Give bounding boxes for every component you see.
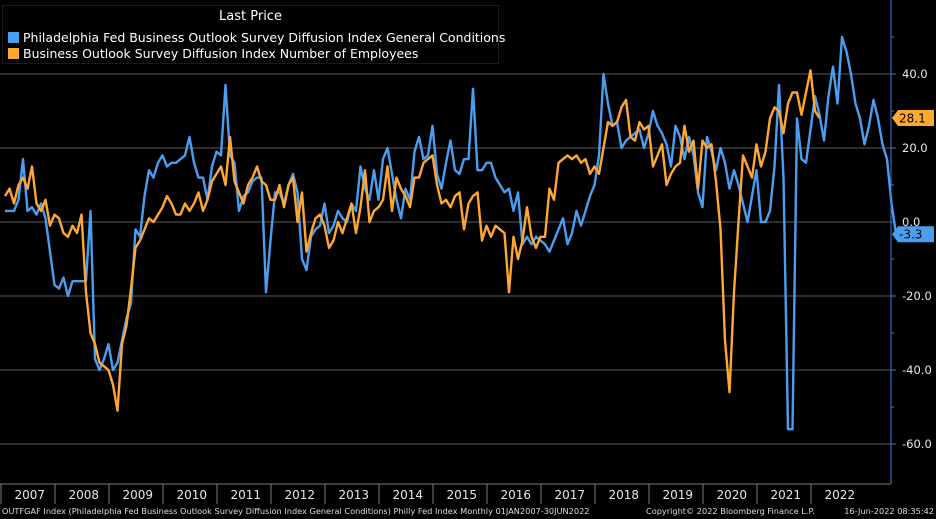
footer-timestamp: 16-Jun-2022 08:35:42 xyxy=(844,506,934,516)
y-tick-label: -60.0 xyxy=(902,437,932,451)
y-tick-label: 40.0 xyxy=(902,67,928,81)
y-tick-label: -40.0 xyxy=(902,363,932,377)
series-line-general-conditions xyxy=(5,35,898,431)
x-tick-label: 2017 xyxy=(554,488,585,502)
x-tick-label: 2020 xyxy=(716,488,747,502)
y-tick-label: -20.0 xyxy=(902,289,932,303)
legend: Last Price Philadelphia Fed Business Out… xyxy=(2,5,505,64)
legend-label: Philadelphia Fed Business Outlook Survey… xyxy=(23,30,506,45)
legend-label: Business Outlook Survey Diffusion Index … xyxy=(23,46,419,61)
x-tick-label: 2014 xyxy=(392,488,423,502)
legend-swatch xyxy=(8,32,19,43)
last-value-text: -3.3 xyxy=(899,228,922,242)
x-tick-label: 2018 xyxy=(608,488,639,502)
legend-item-general-conditions: Philadelphia Fed Business Outlook Survey… xyxy=(8,30,505,45)
footer: OUTFGAF Index (Philadelphia Fed Business… xyxy=(0,504,936,519)
x-tick-label: 2022 xyxy=(824,488,855,502)
last-value-badge xyxy=(892,110,934,127)
x-tick-label: 2019 xyxy=(662,488,693,502)
last-value-labels: 28.1 -3.3 xyxy=(892,110,934,243)
x-tick-label: 2009 xyxy=(122,488,153,502)
legend-title: Last Price xyxy=(219,9,282,24)
y-tick-label: 20.0 xyxy=(902,141,928,155)
x-tick-label: 2016 xyxy=(500,488,531,502)
chart-background xyxy=(0,0,936,504)
x-tick-label: 2021 xyxy=(770,488,801,502)
last-value-badge xyxy=(892,226,934,243)
x-axis: 2007 2008 2009 2010 2011 2012 2013 2014 2015 2016… xyxy=(0,484,855,504)
x-tick-label: 2012 xyxy=(284,488,315,502)
legend-item-number-of-employees: Business Outlook Survey Diffusion Index … xyxy=(8,46,418,61)
legend-swatch xyxy=(8,48,19,59)
x-axis-band xyxy=(0,484,891,504)
last-value-text: 28.1 xyxy=(899,112,926,126)
x-tick-label: 2011 xyxy=(230,488,261,502)
y-tick-label: 0.0 xyxy=(902,215,920,229)
x-tick-label: 2007 xyxy=(14,488,45,502)
footer-source: OUTFGAF Index (Philadelphia Fed Business… xyxy=(2,506,590,516)
x-tick-label: 2013 xyxy=(338,488,369,502)
series-line-number-of-employees xyxy=(3,69,821,412)
series-layer xyxy=(3,35,898,431)
y-axis: 40.0 20.0 0.0 -20.0 -40.0 -60.0 xyxy=(891,36,932,451)
footer-copyright: Copyright© 2022 Bloomberg Finance L.P. xyxy=(646,506,815,516)
line-chart: 40.0 20.0 0.0 -20.0 -40.0 -60.0 28.1 -3.3 2007… xyxy=(0,0,936,504)
x-tick-label: 2010 xyxy=(176,488,207,502)
x-tick-label: 2015 xyxy=(446,488,477,502)
x-tick-label: 2008 xyxy=(68,488,99,502)
